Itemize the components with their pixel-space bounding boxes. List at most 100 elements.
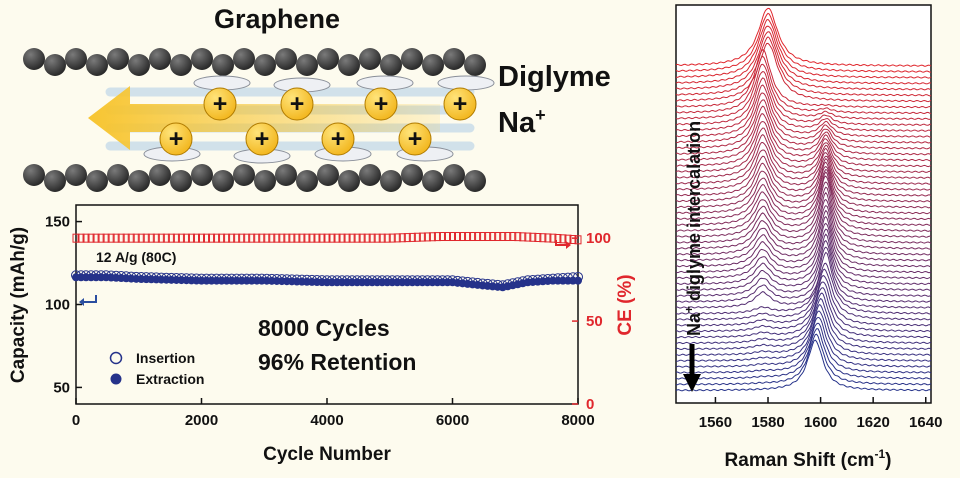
ce-point [519, 232, 527, 242]
ce-point [152, 233, 160, 243]
ion-charge-symbol: + [290, 90, 305, 118]
raman-spectrum-line [675, 281, 932, 333]
carbon-atom-icon [65, 48, 87, 70]
capacity-series [71, 232, 583, 292]
raman-spectrum-line [675, 149, 932, 191]
ce-point [363, 233, 371, 243]
carbon-atom-icon [233, 48, 255, 70]
ce-point [218, 233, 226, 243]
ce-point [343, 233, 351, 243]
ce-point [438, 232, 446, 242]
ce-point [112, 233, 120, 243]
intercalation-annotation: Na+ diglyme intercalation [682, 121, 704, 336]
legend-extraction-marker [110, 373, 122, 385]
ce-point [524, 232, 532, 242]
ce-point [82, 233, 90, 243]
sodium-ion-icon: + [245, 122, 279, 156]
raman-spectrum-line [675, 339, 932, 392]
ce-point [403, 233, 411, 243]
ce-point [268, 233, 276, 243]
ce-point [393, 233, 401, 243]
ce-point [378, 233, 386, 243]
ce-point [408, 232, 416, 242]
ce-point [162, 233, 170, 243]
ce-point [544, 233, 552, 243]
raman-spectrum-line [675, 246, 932, 303]
ce-point [87, 233, 95, 243]
ce-tick-label: 0 [586, 396, 594, 413]
carbon-atom-icon [149, 48, 171, 70]
ce-point [233, 233, 241, 243]
ce-point [479, 232, 487, 242]
ce-tick-label: 100 [586, 230, 611, 247]
ce-point [494, 232, 502, 242]
raman-spectrum-line [675, 92, 932, 144]
raman-spectrum-line [675, 228, 932, 285]
x-tick-label: 8000 [561, 412, 594, 429]
carbon-atom-icon [254, 170, 276, 192]
carbon-atom-icon [380, 54, 402, 76]
raman-spectrum-line [675, 171, 932, 226]
ce-point [187, 233, 195, 243]
capacity-y-label: Capacity (mAh/g) [8, 227, 29, 383]
sodium-ion-body [321, 122, 355, 156]
ce-point [348, 233, 356, 243]
carbon-atom-icon [86, 54, 108, 76]
raman-spectrum-line [675, 105, 932, 156]
sodium-ion-icon: + [398, 122, 432, 156]
ce-point [509, 232, 517, 242]
carbon-atom-icon [443, 164, 465, 186]
sodium-ion-body [280, 87, 314, 121]
raman-spectrum-line [675, 84, 932, 138]
ce-point [428, 232, 436, 242]
carbon-atom-icon [191, 164, 213, 186]
y-tick-label: 150 [45, 214, 70, 231]
raman-spectrum-line [675, 99, 931, 150]
ce-point [122, 233, 130, 243]
raman-spectrum-line [675, 239, 932, 297]
ion-charge-symbol: + [255, 125, 270, 153]
ce-point [238, 233, 246, 243]
carbon-atom-icon [23, 164, 45, 186]
ion-charge-symbol: + [331, 125, 346, 153]
carbon-atom-icon [107, 164, 129, 186]
big-arrow-shape [88, 86, 440, 150]
ce-point [383, 233, 391, 243]
ce-point [433, 232, 441, 242]
ce-y-ticks: 0 50 100 [572, 230, 611, 413]
ce-point [258, 233, 266, 243]
raman-spectrum-line [675, 297, 932, 351]
sodium-ion-body [443, 87, 477, 121]
raman-spectrum-line [675, 157, 932, 203]
ion-charge-symbol: + [213, 90, 228, 118]
ce-point [474, 232, 482, 242]
y-tick-label: 100 [45, 297, 70, 314]
carbon-atom-icon [275, 48, 297, 70]
ce-point [97, 233, 105, 243]
ce-point [459, 232, 467, 242]
raman-spectrum-line [675, 262, 932, 315]
ce-point [273, 233, 281, 243]
raman-spectrum-line [675, 310, 932, 362]
raman-spectrum-line [675, 155, 932, 197]
ce-point [554, 233, 562, 243]
sodium-ion-icon: + [159, 122, 193, 156]
carbon-atom-icon [128, 170, 150, 192]
y-tick-label: 50 [53, 379, 70, 396]
cycles-annotation: 8000 Cycles [258, 315, 390, 341]
ce-point [569, 234, 577, 244]
ce-point [213, 233, 221, 243]
carbon-atom-icon [65, 164, 87, 186]
raman-spectrum-line [675, 233, 931, 291]
carbon-atom-icon [86, 170, 108, 192]
raman-x-tick-label: 1620 [856, 414, 889, 431]
carbon-atom-icon [296, 54, 318, 76]
ion-charge-symbol: + [169, 125, 184, 153]
ce-point [117, 233, 125, 243]
ce-point [559, 234, 567, 244]
sodium-ion-icon: + [443, 87, 477, 121]
ce-point [529, 232, 537, 242]
raman-spectrum-line [675, 287, 932, 339]
raman-spectrum-line [675, 191, 932, 250]
ce-y-label: CE (%) [615, 274, 636, 335]
